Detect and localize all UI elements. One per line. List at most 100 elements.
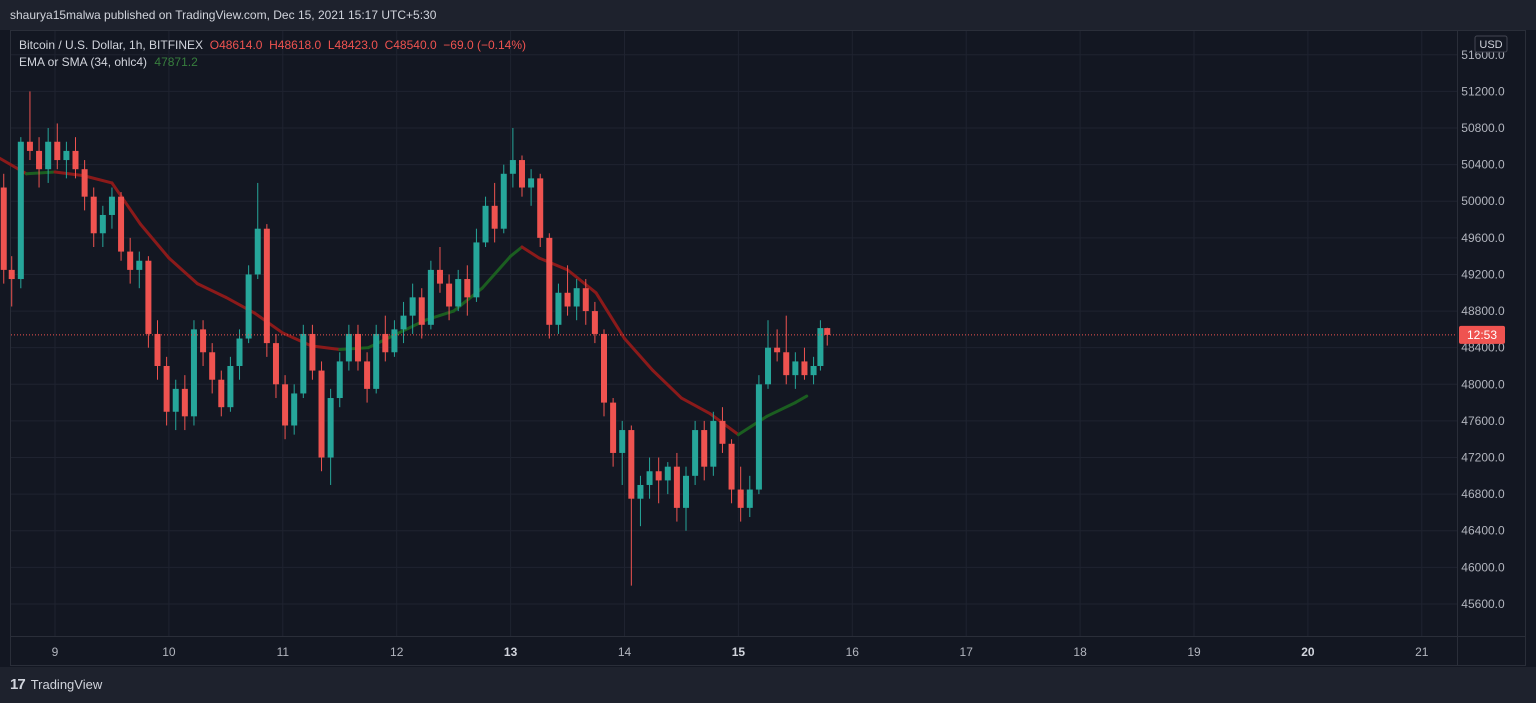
ma-segment [309,344,342,352]
ohlc-high: H48618.0 [269,38,322,52]
x-tick-label: 10 [162,645,176,659]
candle-body [336,361,343,399]
candle-body [227,365,234,408]
candle-body [701,430,708,467]
candle-body [81,169,88,197]
x-tick-label: 13 [504,645,518,659]
candle-body [792,361,799,376]
candle-body [473,242,480,298]
x-tick-label: 16 [846,645,860,659]
candle-body [710,420,717,467]
candle-body [610,402,617,453]
candle-body [373,333,380,389]
candle-body [824,328,831,335]
candle-body [537,178,544,238]
candle-body [209,352,216,380]
candle-body [54,141,61,161]
candles [0,91,831,586]
ma-segment [520,245,541,260]
candle-body [817,328,824,366]
candle-body [409,297,416,316]
currency-badge [1474,35,1508,53]
candle-body [783,352,790,376]
candle-body [181,388,188,417]
candle-body [555,292,562,325]
candle-body [683,475,690,508]
candle-body [245,274,252,339]
candle-body [500,173,507,229]
ma-segment [765,401,797,418]
x-tick-label: 18 [1073,645,1087,659]
indicator-label[interactable]: EMA or SMA (34, ohlc4) [19,55,148,69]
candle-body [263,228,270,344]
ma-segment [25,170,57,176]
candle-body [36,150,43,170]
candle-body [309,333,316,371]
x-tick-label: 17 [960,645,974,659]
candle-body [518,160,525,188]
publisher-caption: shaurya15malwa published on TradingView.… [10,8,437,22]
ma-segment [623,337,655,373]
candle-body [464,279,471,298]
candle-body [755,384,762,490]
candle-body [200,329,207,353]
y-tick-label: 50000.0 [1461,194,1505,208]
candle-body [63,150,70,161]
x-tick-label: 11 [277,645,290,659]
candle-body [163,365,170,412]
y-tick-label: 46800.0 [1461,487,1505,501]
ohlc-change: −69.0 (−0.14%) [443,38,527,52]
candle-body [801,361,808,376]
x-tick-label: 15 [732,645,746,659]
ma-segment [167,256,199,286]
x-tick-label: 19 [1187,645,1201,659]
brand-name: TradingView [30,677,103,692]
ma-segment [651,369,683,400]
candle-body [646,471,653,485]
candle-body [254,228,261,275]
candle-body [127,251,134,270]
candle-body [446,283,453,307]
ma-segment [793,394,809,405]
top-bar: shaurya15malwa published on TradingView.… [0,0,1536,30]
candle-body [236,338,243,366]
ma-segment [81,174,114,185]
ma-segment [53,170,85,178]
x-tick-label: 14 [618,645,632,659]
ma-segment [480,254,513,290]
candle-body [582,288,589,312]
y-tick-label: 47200.0 [1461,451,1505,465]
candle-body [728,443,735,490]
candle-body [145,260,152,334]
candle-body [345,333,352,362]
candle-body [354,333,361,362]
ma-segment [537,256,570,272]
ma-segment [594,291,626,341]
axes: 45600.0 46000.0 46400.0 46800.0 47200.0 47600… [11,31,1526,666]
candle-body [108,196,115,215]
symbol-title[interactable]: Bitcoin / U.S. Dollar, 1h, BITFINEX [19,38,204,52]
ohlc-close: C48540.0 [384,38,437,52]
ma-segment [566,268,598,295]
bottom-bar: 17 TradingView [0,667,1536,703]
y-tick-label: 50800.0 [1461,121,1505,135]
candle-body [573,288,580,307]
candle-body [436,269,443,284]
candle-body [509,160,516,174]
x-tick-label: 9 [52,645,59,659]
candle-body [719,420,726,444]
candle-body [300,333,307,394]
candle-body [190,329,197,417]
candle-body [318,370,325,458]
candle-body [118,196,125,252]
ma-segment [679,396,712,416]
indicator-value: 47871.2 [154,55,198,69]
ma-segment [195,282,228,299]
candle-body [637,484,644,499]
ma-segment [138,222,171,260]
currency-label: USD [1479,39,1502,51]
candle-body [327,398,334,458]
candle-body [591,311,598,334]
tradingview-brand[interactable]: 17 TradingView [10,676,102,693]
